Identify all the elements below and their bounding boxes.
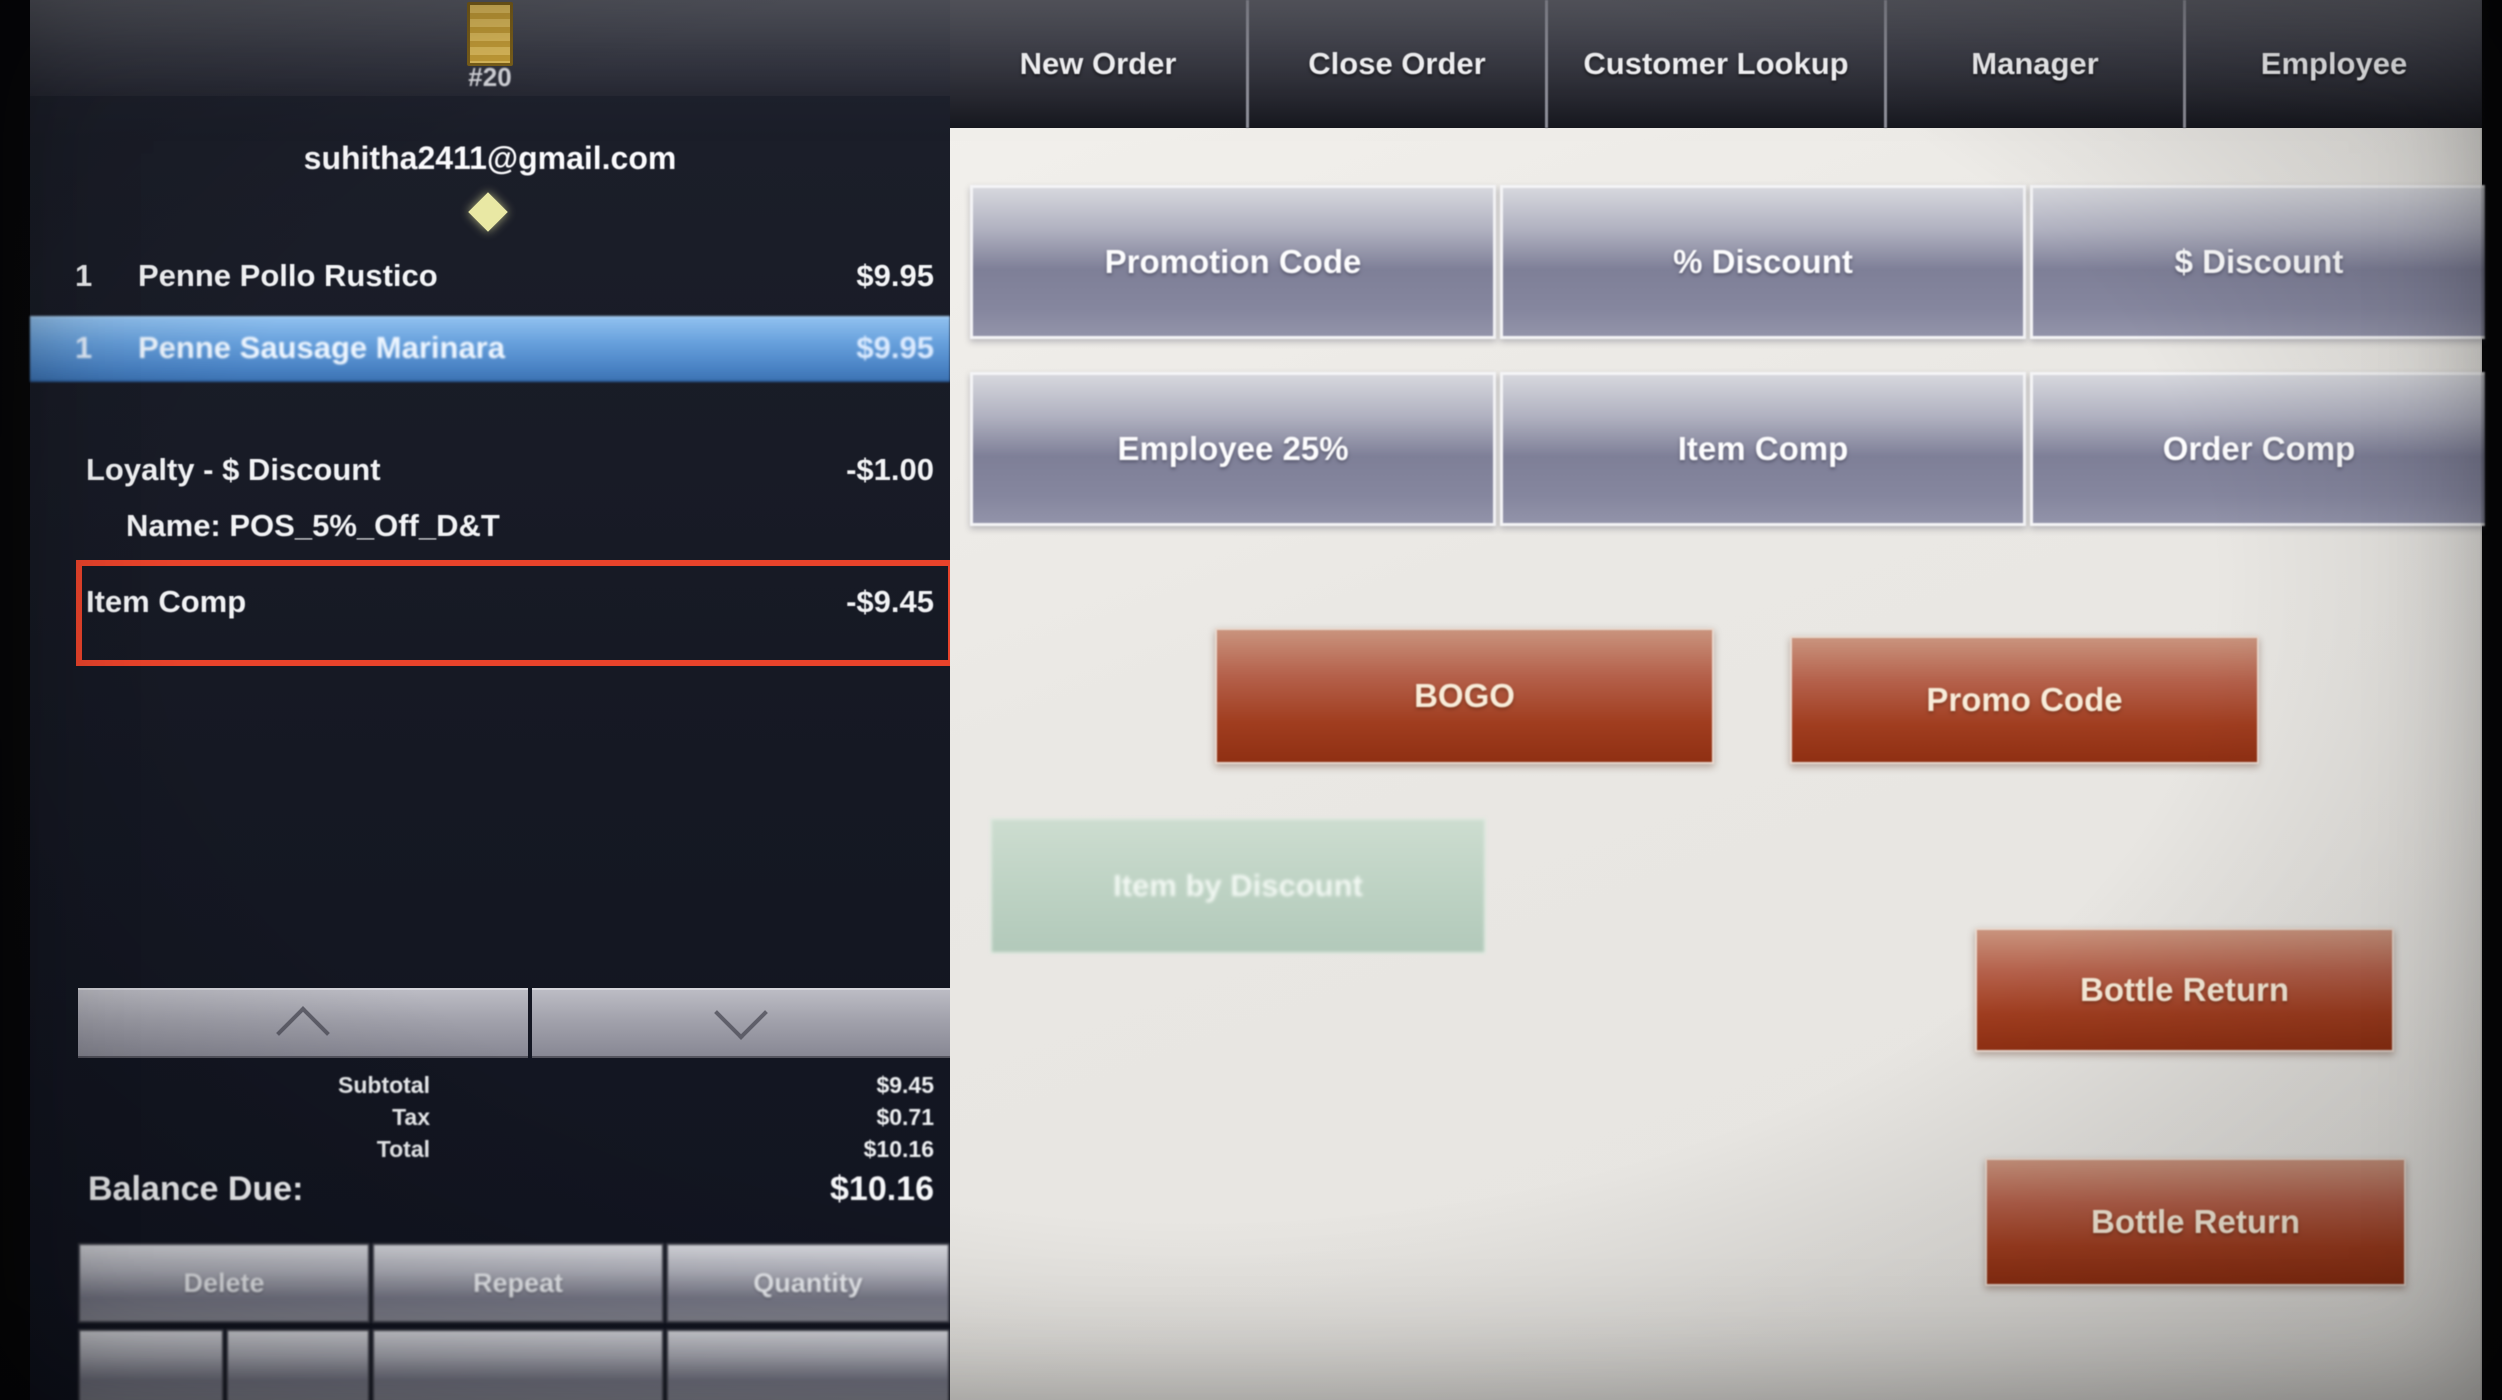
quantity-button[interactable]: Quantity [666,1243,950,1323]
tax-value: $0.71 [876,1104,934,1130]
receipt-icon [467,2,513,66]
promotion-code-button[interactable]: Promotion Code [970,185,1496,339]
faded-discount-button[interactable]: Item by Discount [990,818,1486,954]
order-line-item-selected[interactable]: 1 Penne Sausage Marinara $9.95 [30,316,950,382]
subtotal-value: $9.45 [876,1072,934,1098]
loyalty-name-label: Name: POS_5%_Off_D&T [126,508,500,543]
total-label: Total [376,1136,430,1162]
top-nav-bar: New Order Close Order Customer Lookup Ma… [950,0,2482,128]
clipped-button-3[interactable] [372,1329,664,1400]
balance-due-value: $10.16 [830,1170,934,1208]
percent-discount-button[interactable]: % Discount [1500,185,2026,339]
subtotal-label: Subtotal [338,1072,430,1098]
order-line-item[interactable]: 1 Penne Pollo Rustico $9.95 [30,258,950,304]
loyalty-discount-label: Loyalty - $ Discount [86,452,381,487]
item-price: $9.95 [856,258,934,293]
dollar-discount-button[interactable]: $ Discount [2030,185,2485,339]
scroll-up-button[interactable] [78,988,528,1060]
customer-email: suhitha2411@gmail.com [303,140,677,176]
employee-button[interactable]: Employee [2260,46,2408,82]
close-order-button[interactable]: Close Order [1249,0,1548,128]
customer-lookup-button[interactable]: Customer Lookup [1548,0,1887,128]
clipped-button-1[interactable] [78,1329,224,1400]
new-order-button[interactable]: New Order [950,0,1249,128]
employee-25-button[interactable]: Employee 25% [970,372,1496,526]
chevron-up-icon [276,1006,330,1060]
scroll-down-button[interactable] [532,986,950,1058]
item-comp-label: Item Comp [86,584,247,619]
bottle-return-button-2[interactable]: Bottle Return [1985,1158,2406,1286]
item-name: Penne Sausage Marinara [138,330,505,365]
loyalty-discount-amount: -$1.00 [846,452,934,487]
bogo-button[interactable]: BOGO [1215,628,1714,764]
photo-edge-right [2480,0,2502,1400]
subtotal-line: Subtotal $9.45 [30,1072,950,1102]
balance-due-label: Balance Due: [88,1170,304,1208]
order-number: #20 [468,62,512,92]
repeat-button[interactable]: Repeat [372,1243,664,1323]
chevron-down-icon [714,986,768,1040]
receipt-panel: #20 suhitha2411@gmail.com 1 Penne Pollo … [30,0,954,1400]
balance-due-line: Balance Due: $10.16 [30,1170,950,1214]
item-comp-button[interactable]: Item Comp [1500,372,2026,526]
delete-button[interactable]: Delete [78,1243,370,1323]
tax-label: Tax [392,1104,430,1130]
item-name: Penne Pollo Rustico [138,258,438,293]
total-line: Total $10.16 [30,1136,950,1166]
total-value: $10.16 [863,1136,934,1162]
clipped-button-4[interactable] [666,1329,950,1400]
discounts-panel: New Order Close Order Customer Lookup Ma… [950,0,2485,1400]
item-qty: 1 [75,258,93,293]
item-comp-amount: -$9.45 [846,584,934,619]
promo-code-button[interactable]: Promo Code [1790,636,2259,764]
tax-line: Tax $0.71 [30,1104,950,1134]
loyalty-diamond-icon [468,192,508,232]
item-price: $9.95 [856,330,934,365]
manager-button[interactable]: Manager [1887,0,2186,128]
clipped-button-2[interactable] [226,1329,370,1400]
item-qty: 1 [75,330,93,365]
bottle-return-button-1[interactable]: Bottle Return [1975,928,2394,1052]
order-comp-button[interactable]: Order Comp [2030,372,2485,526]
